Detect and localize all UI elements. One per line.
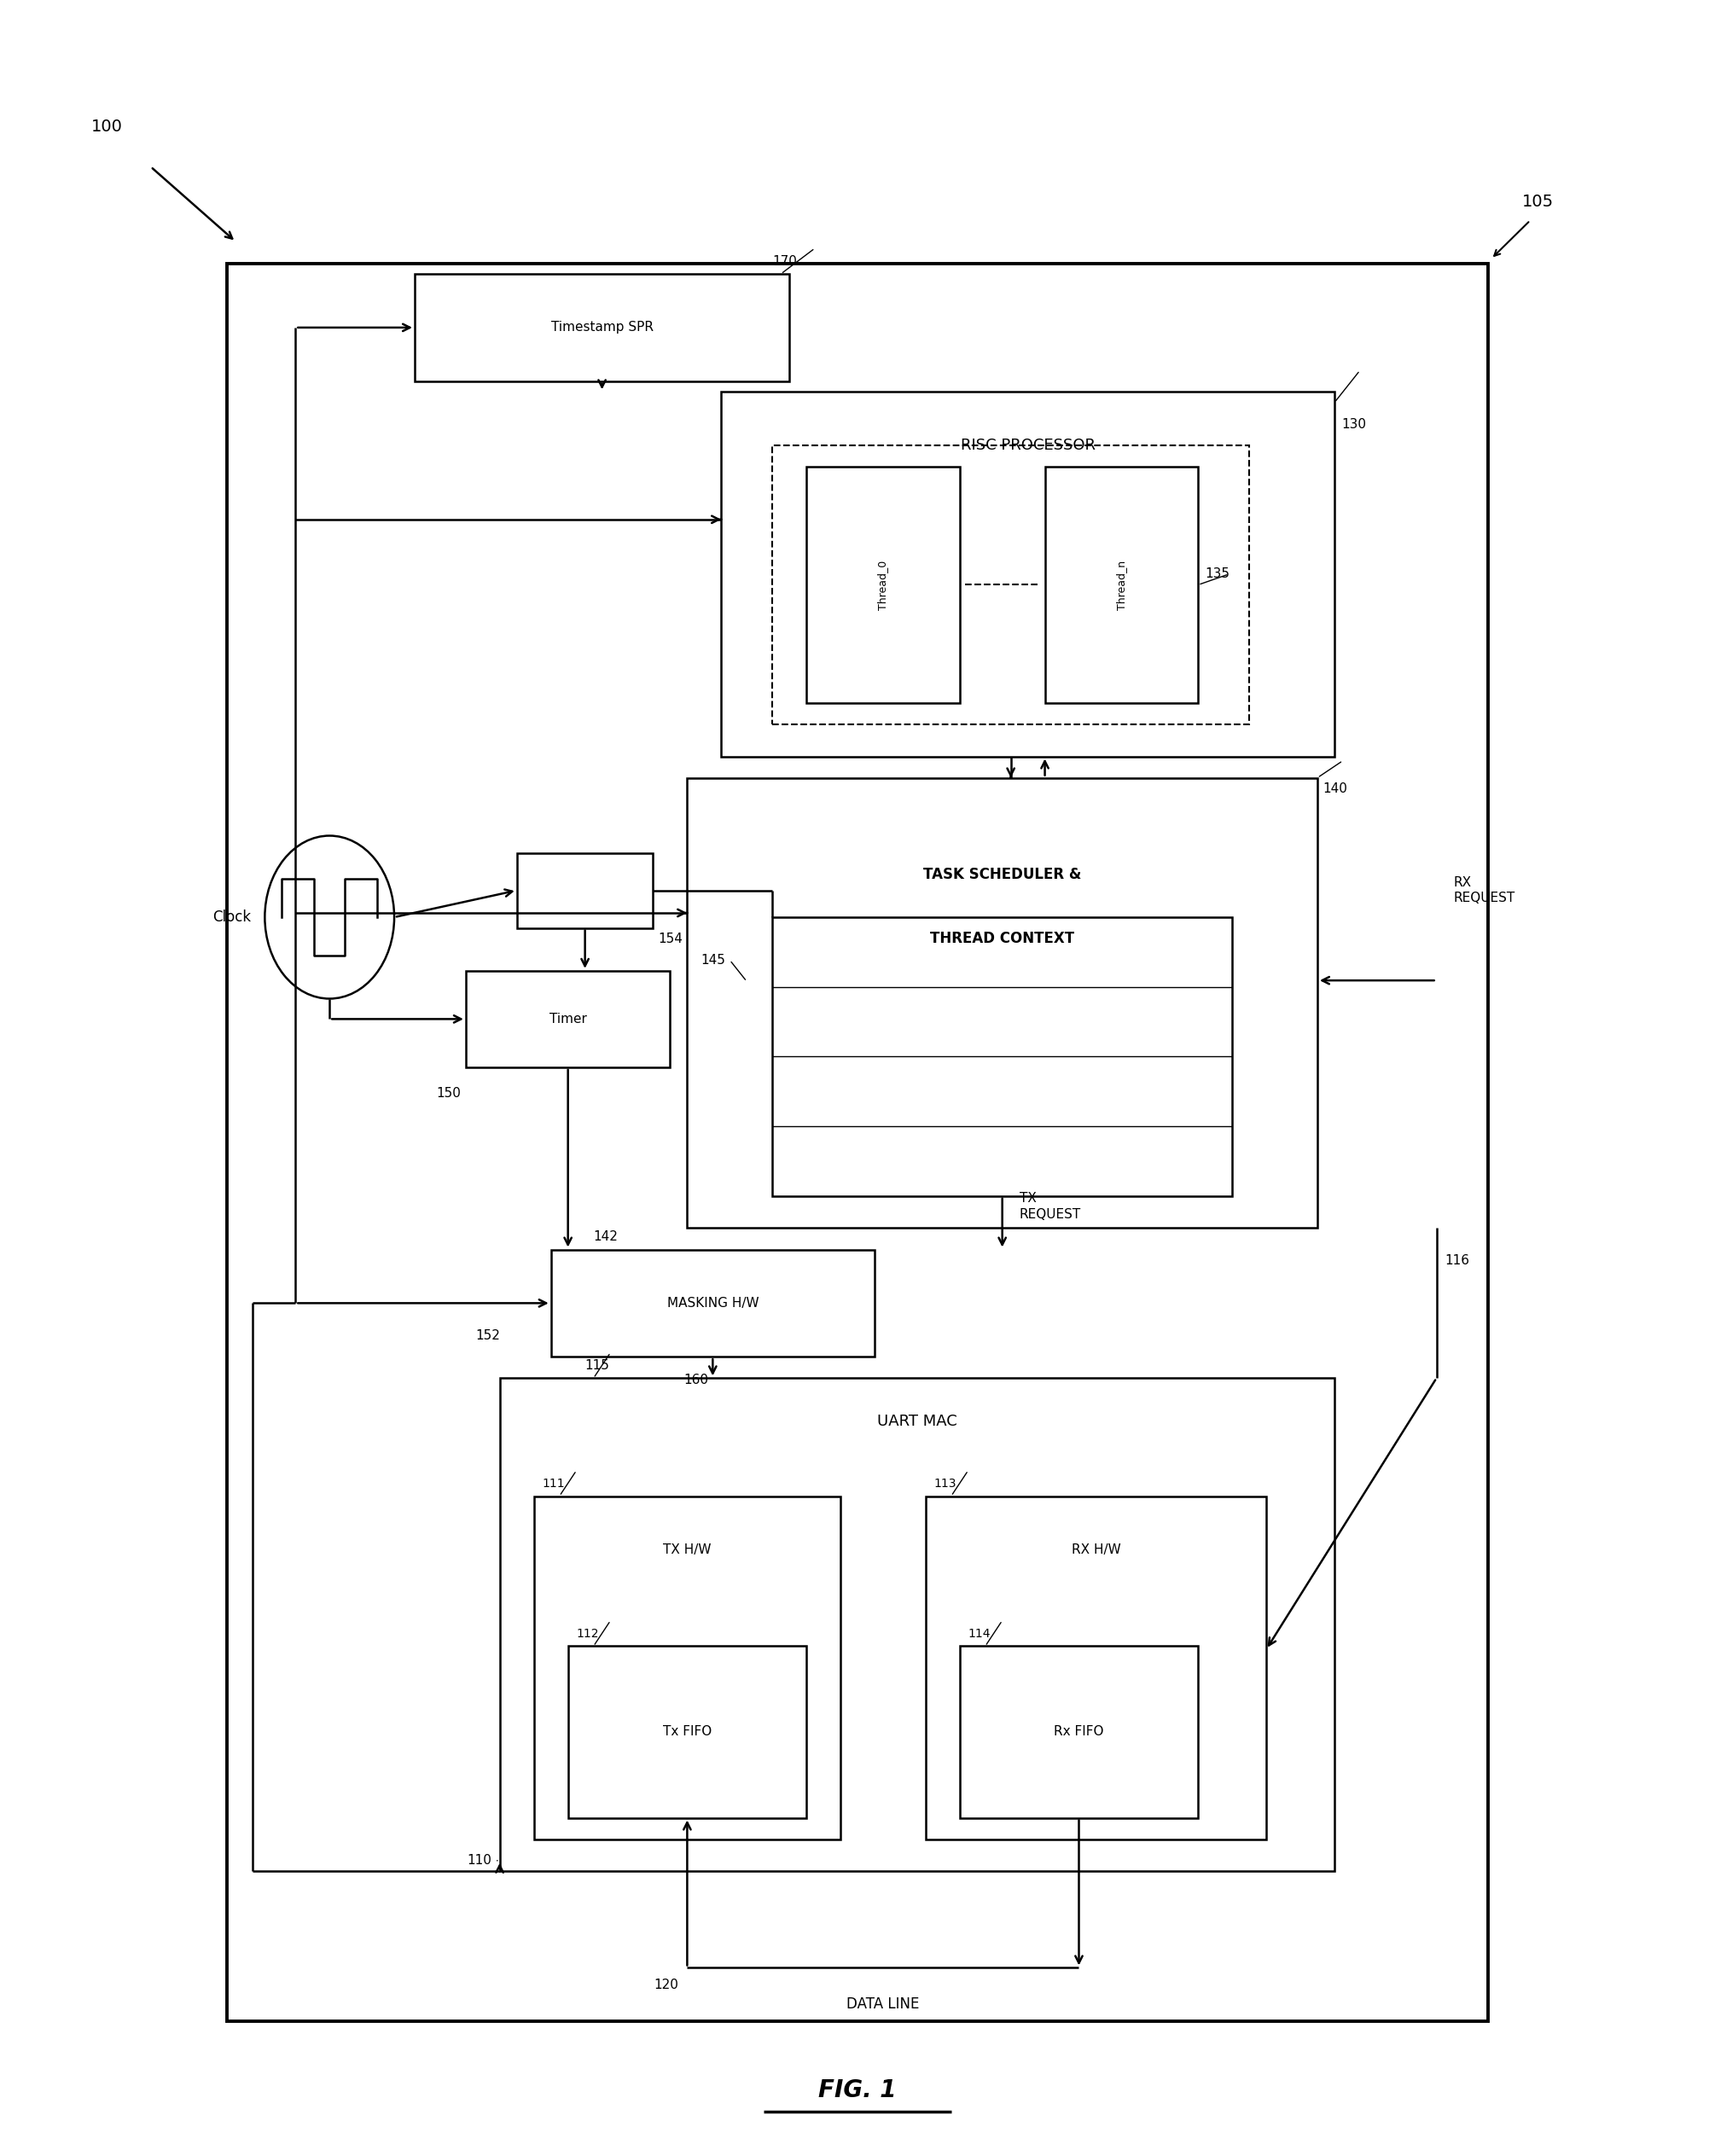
Text: 130: 130 xyxy=(1341,418,1365,431)
Text: 100: 100 xyxy=(91,119,122,134)
FancyBboxPatch shape xyxy=(533,1496,840,1839)
Text: 142: 142 xyxy=(593,1231,617,1244)
Text: Tx FIFO: Tx FIFO xyxy=(662,1725,712,1738)
Text: 113: 113 xyxy=(935,1477,957,1490)
Text: Timer: Timer xyxy=(549,1013,587,1026)
Text: Thread_n: Thread_n xyxy=(1116,561,1127,610)
Text: UART MAC: UART MAC xyxy=(876,1414,957,1429)
Text: TASK SCHEDULER &: TASK SCHEDULER & xyxy=(923,867,1082,882)
FancyBboxPatch shape xyxy=(772,916,1231,1197)
Text: FIG. 1: FIG. 1 xyxy=(818,2078,897,2102)
FancyBboxPatch shape xyxy=(551,1250,875,1356)
Text: RX
REQUEST: RX REQUEST xyxy=(1454,875,1516,906)
Text: Rx FIFO: Rx FIFO xyxy=(1055,1725,1104,1738)
FancyBboxPatch shape xyxy=(568,1647,806,1818)
FancyBboxPatch shape xyxy=(806,468,960,703)
Text: TX H/W: TX H/W xyxy=(664,1544,712,1557)
Text: 105: 105 xyxy=(1521,194,1554,209)
Text: 116: 116 xyxy=(1446,1255,1470,1268)
FancyBboxPatch shape xyxy=(926,1496,1266,1839)
Text: 152: 152 xyxy=(475,1328,499,1341)
FancyBboxPatch shape xyxy=(688,778,1317,1229)
Text: Timestamp SPR: Timestamp SPR xyxy=(551,321,653,334)
FancyBboxPatch shape xyxy=(499,1378,1334,1871)
Text: 160: 160 xyxy=(683,1373,708,1386)
Text: 115: 115 xyxy=(585,1358,609,1371)
Text: 170: 170 xyxy=(772,254,797,267)
Text: Thread_0: Thread_0 xyxy=(878,561,888,610)
FancyBboxPatch shape xyxy=(722,392,1334,757)
FancyBboxPatch shape xyxy=(228,263,1487,2022)
FancyBboxPatch shape xyxy=(1044,468,1199,703)
FancyBboxPatch shape xyxy=(960,1647,1199,1818)
Text: THREAD CONTEXT: THREAD CONTEXT xyxy=(930,931,1074,946)
Text: 112: 112 xyxy=(576,1628,599,1641)
Text: RISC PROCESSOR: RISC PROCESSOR xyxy=(960,438,1096,453)
FancyBboxPatch shape xyxy=(772,446,1249,724)
Text: 120: 120 xyxy=(653,1979,679,1992)
Text: TX
REQUEST: TX REQUEST xyxy=(1019,1192,1080,1220)
FancyBboxPatch shape xyxy=(516,854,653,927)
Text: 110: 110 xyxy=(466,1854,490,1867)
Text: MASKING H/W: MASKING H/W xyxy=(667,1296,758,1309)
Text: Clock: Clock xyxy=(213,910,250,925)
Text: 135: 135 xyxy=(1206,567,1230,580)
FancyBboxPatch shape xyxy=(466,970,671,1067)
Text: 111: 111 xyxy=(542,1477,566,1490)
Text: RX H/W: RX H/W xyxy=(1072,1544,1120,1557)
Text: 145: 145 xyxy=(701,953,725,966)
Text: 154: 154 xyxy=(659,931,683,944)
FancyBboxPatch shape xyxy=(415,274,789,382)
Text: 114: 114 xyxy=(969,1628,991,1641)
Text: DATA LINE: DATA LINE xyxy=(847,1996,919,2012)
Text: 150: 150 xyxy=(436,1087,461,1100)
Text: 140: 140 xyxy=(1322,783,1346,796)
